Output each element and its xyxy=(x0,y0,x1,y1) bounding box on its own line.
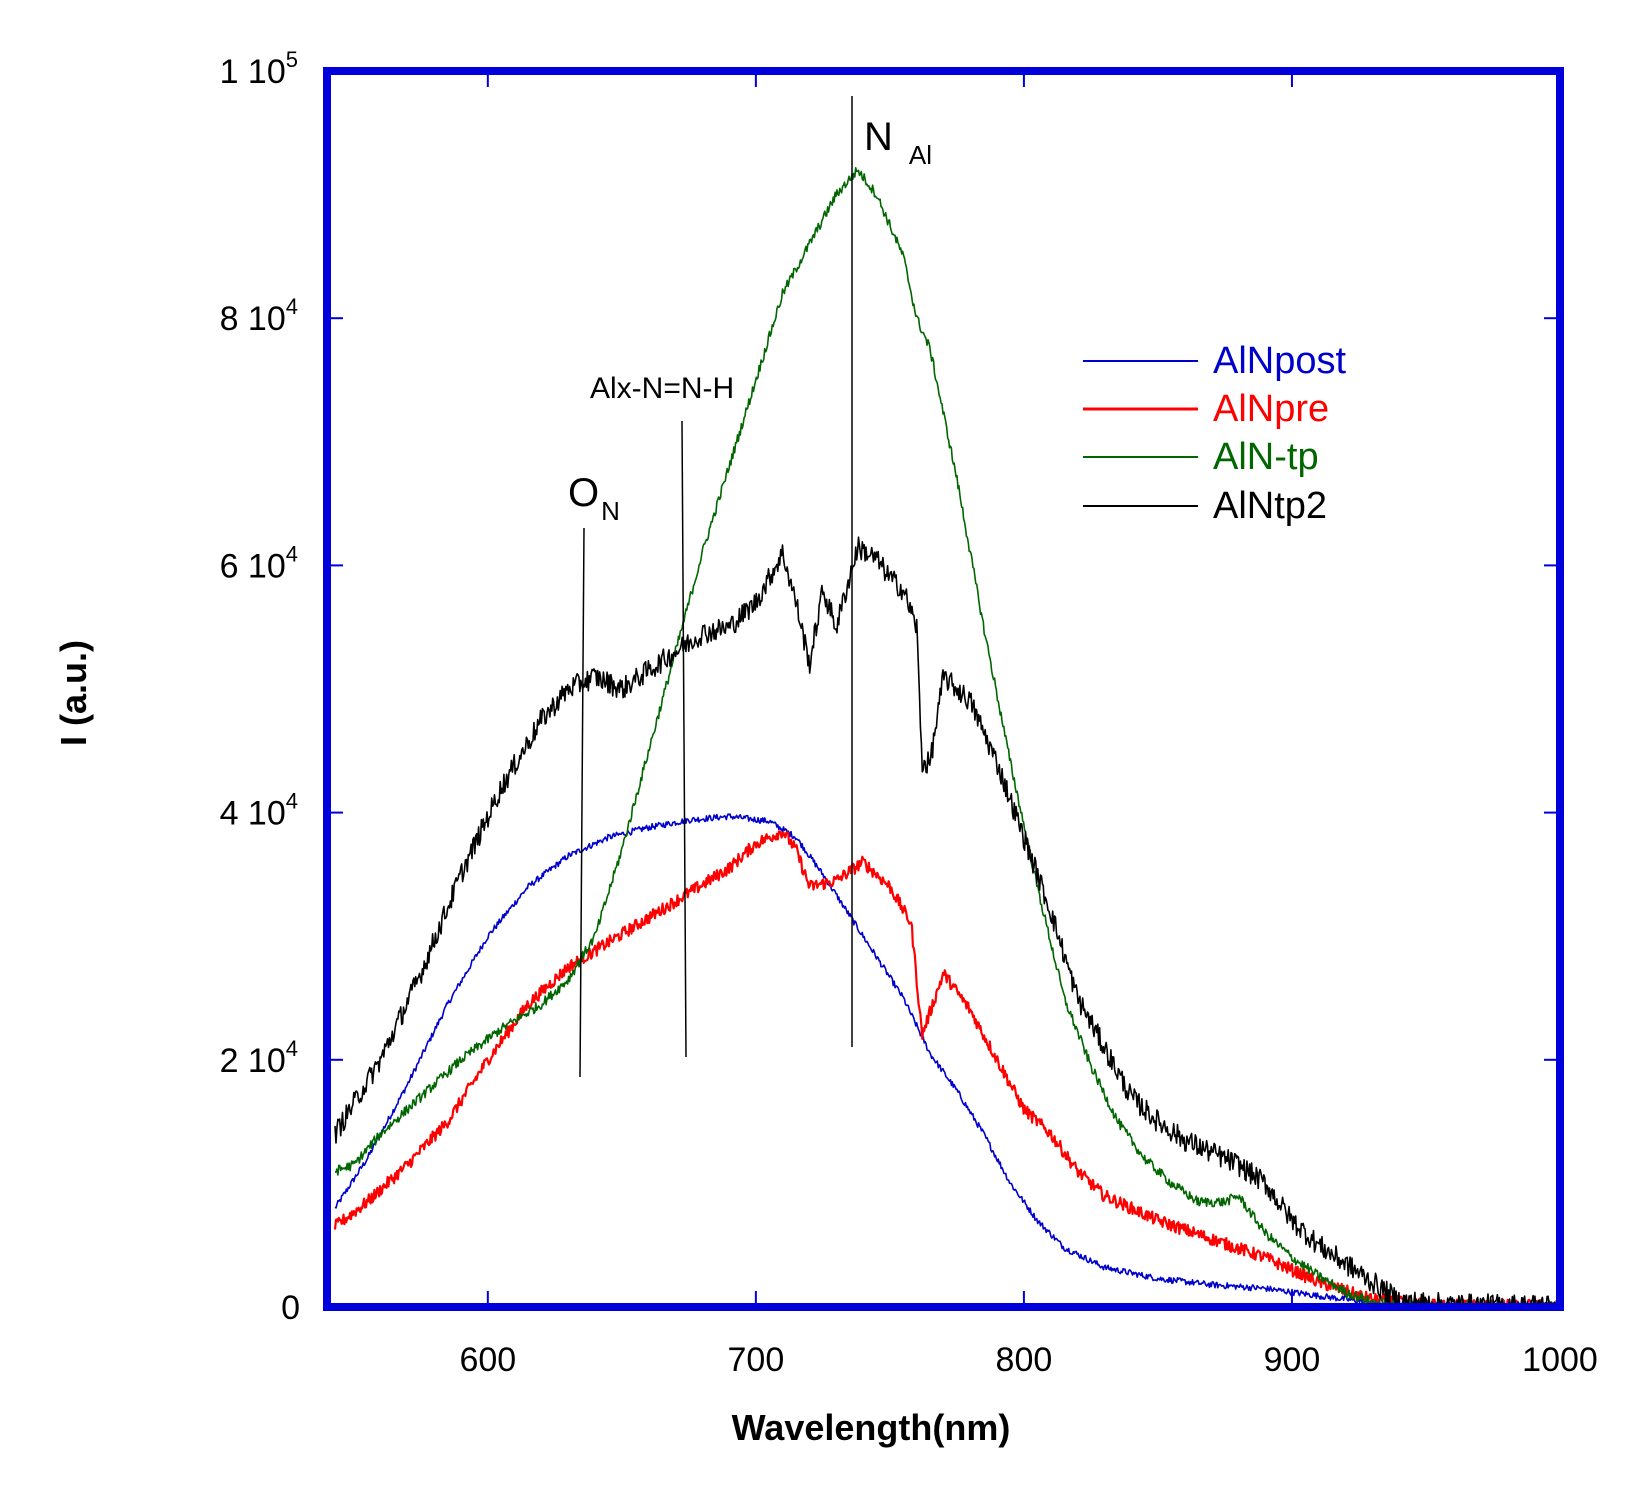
annotation-line-o-n xyxy=(579,527,585,1078)
y-tick-label: 1 105 xyxy=(220,47,298,91)
legend: AlNpost AlNpre AlN-tp AlNtp2 xyxy=(1083,340,1346,527)
y-tick-label: 0 xyxy=(281,1289,300,1327)
legend-label-alnpost: AlNpost xyxy=(1213,340,1346,382)
legend-label-alnpre: AlNpre xyxy=(1213,388,1329,430)
y-tick-label: 6 104 xyxy=(220,541,298,585)
series-layer xyxy=(333,167,1560,1307)
x-tick-label: 600 xyxy=(459,1341,516,1379)
x-tick-label: 900 xyxy=(1264,1341,1321,1379)
annotation-alx-n-n-h: Alx-N=N-H xyxy=(590,372,734,405)
annotation-labels: ON Alx-N=N-H N Al xyxy=(568,115,932,526)
x-tick-label: 700 xyxy=(728,1341,785,1379)
y-axis-title: I (a.u.) xyxy=(53,640,94,746)
legend-label-aln-tp: AlN-tp xyxy=(1213,436,1319,478)
annotation-lines xyxy=(579,96,853,1078)
series-line-aln-tp xyxy=(335,167,1560,1307)
series-line-alnpost xyxy=(334,813,1560,1307)
legend-label-alntp2: AlNtp2 xyxy=(1213,485,1327,527)
x-axis-title: Wavelength(nm) xyxy=(732,1407,1011,1448)
plot-frame xyxy=(323,67,1564,1311)
tick-marks xyxy=(327,70,1561,1308)
x-tick-labels: 600 700 800 900 1000 xyxy=(459,1341,1597,1379)
y-tick-label: 2 104 xyxy=(220,1036,298,1080)
annotation-o-n: ON xyxy=(568,471,620,526)
annotation-n-al: N Al xyxy=(864,115,932,170)
y-tick-label: 8 104 xyxy=(220,294,298,338)
y-tick-label: 4 104 xyxy=(220,789,298,833)
annotation-line-alx xyxy=(681,420,687,1058)
y-tick-labels: 0 2 104 4 104 6 104 8 104 1 105 xyxy=(220,47,300,1327)
x-tick-label: 1000 xyxy=(1522,1341,1598,1379)
x-tick-label: 800 xyxy=(996,1341,1053,1379)
series-line-alnpre xyxy=(333,830,1560,1307)
series-line-alntp2 xyxy=(334,536,1560,1307)
